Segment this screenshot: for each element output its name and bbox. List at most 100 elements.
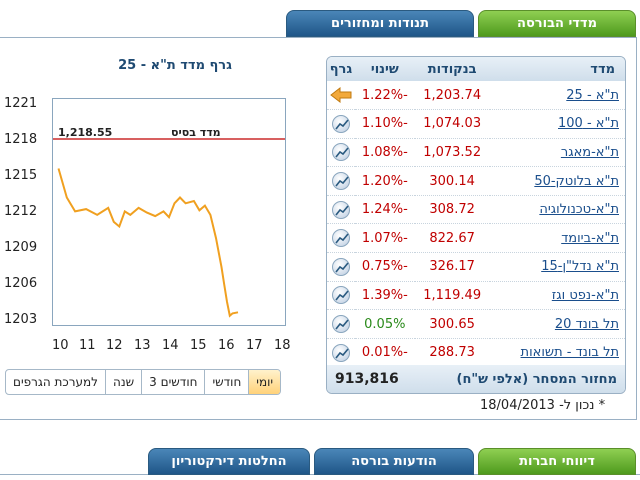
change-cell: -1.20% bbox=[361, 173, 408, 189]
header-change: שינוי bbox=[355, 57, 415, 81]
y-tick-label: 1203 bbox=[4, 312, 38, 327]
index-name-link[interactable]: ת"א-טכנולוגיה bbox=[539, 202, 619, 218]
index-name-link[interactable]: ת"א-נפט וגז bbox=[551, 287, 619, 303]
change-cell: -1.08% bbox=[361, 144, 408, 160]
index-name-link[interactable]: ת"א בלוטק-50 bbox=[534, 173, 619, 189]
points-cell: 822.67 bbox=[429, 230, 475, 246]
as-of-date-note: * נכון ל- 18/04/2013 bbox=[480, 398, 606, 413]
y-tick-label: 1221 bbox=[4, 96, 38, 111]
index-name-link[interactable]: ת"א - 25 bbox=[566, 87, 619, 103]
base-title-label: מדד בסיס bbox=[171, 126, 221, 139]
range-daily-button[interactable]: יומי bbox=[248, 370, 281, 394]
index-name-cell: ת"א - 25 bbox=[490, 81, 625, 110]
index-name-cell: ת"א-ביומד bbox=[490, 224, 625, 253]
index-name-link[interactable]: ת"א-ביומד bbox=[561, 230, 619, 246]
chart-icon[interactable] bbox=[332, 286, 350, 305]
change-cell: -1.39% bbox=[361, 287, 408, 303]
turnover-row: מחזור המסחר (אלפי ש"ח) 913,816 bbox=[327, 365, 625, 393]
table-row[interactable]: ת"א - 100 1,074.03 -1.10% bbox=[327, 110, 625, 139]
index-line-chart: 1,218.55 מדד בסיס bbox=[53, 126, 285, 318]
points-cell: 1,203.74 bbox=[423, 87, 482, 103]
index-name-link[interactable]: ת"א - 100 bbox=[558, 116, 619, 132]
arrow-left-icon[interactable] bbox=[330, 87, 352, 104]
index-name-cell: ת"א - 100 bbox=[490, 110, 625, 139]
x-tick-label: 14 bbox=[162, 338, 179, 353]
chart-icon[interactable] bbox=[332, 200, 350, 219]
x-tick-label: 11 bbox=[79, 338, 96, 353]
graph-cell bbox=[327, 338, 355, 367]
chart-icon[interactable] bbox=[332, 143, 350, 162]
base-value-label: 1,218.55 bbox=[58, 126, 112, 139]
index-name-link[interactable]: תל בונד - תשואות bbox=[520, 345, 619, 361]
chart-icon[interactable] bbox=[332, 343, 350, 362]
chart-area: 1,218.55 מדד בסיס bbox=[52, 98, 286, 326]
y-axis: 1221 1218 1215 1212 1209 1206 1203 bbox=[4, 96, 44, 336]
y-tick-label: 1212 bbox=[4, 204, 38, 219]
points-cell: 308.72 bbox=[429, 202, 475, 218]
index-name-link[interactable]: ת"א-מאגר bbox=[560, 144, 619, 160]
series-line bbox=[57, 168, 239, 318]
points-cell: 300.65 bbox=[429, 316, 475, 332]
points-cell: 1,074.03 bbox=[423, 116, 482, 132]
graph-cell bbox=[327, 281, 355, 310]
index-name-cell: ת"א בלוטק-50 bbox=[490, 167, 625, 196]
chart-icon[interactable] bbox=[332, 114, 350, 133]
change-cell: -1.07% bbox=[361, 230, 408, 246]
table-row[interactable]: ת"א-ביומד 822.67 -1.07% bbox=[327, 224, 625, 253]
chart-icon[interactable] bbox=[332, 315, 350, 334]
tab-volatility-turnover[interactable]: תנודות ומחזורים bbox=[286, 10, 474, 37]
change-cell: -1.24% bbox=[361, 202, 408, 218]
points-cell: 300.14 bbox=[429, 173, 475, 189]
x-axis: 10 11 12 13 14 15 16 17 18 bbox=[46, 338, 296, 358]
graph-cell bbox=[327, 253, 355, 282]
table-row[interactable]: ת"א - 25 1,203.74 -1.22% bbox=[327, 81, 625, 110]
index-name-cell: ת"א-טכנולוגיה bbox=[490, 195, 625, 224]
range-monthly-button[interactable]: חודשי bbox=[204, 370, 248, 394]
table-row[interactable]: ת"א נדל"ן-15 326.17 -0.75% bbox=[327, 253, 625, 282]
index-name-link[interactable]: תל בונד 20 bbox=[554, 316, 619, 332]
index-name-link[interactable]: ת"א נדל"ן-15 bbox=[541, 259, 619, 275]
points-cell: 1,119.49 bbox=[423, 287, 482, 303]
graph-system-link[interactable]: למערכת הגרפים bbox=[13, 375, 99, 389]
header-graph: גרף bbox=[327, 57, 355, 81]
y-tick-label: 1215 bbox=[4, 168, 38, 183]
graph-cell bbox=[327, 224, 355, 253]
change-cell: -1.10% bbox=[361, 116, 408, 132]
x-tick-label: 17 bbox=[246, 338, 263, 353]
tab-exchange-notices[interactable]: הודעות בורסה bbox=[314, 448, 474, 475]
index-name-cell: תל בונד - תשואות bbox=[490, 338, 625, 367]
x-tick-label: 15 bbox=[190, 338, 207, 353]
header-index: מדד bbox=[489, 57, 625, 81]
change-cell: -1.22% bbox=[361, 87, 408, 103]
indices-table: מדד בנקודות שינוי גרף ת"א - 25 1,203.74 -1… bbox=[327, 57, 625, 367]
points-cell: 326.17 bbox=[429, 259, 475, 275]
chart-title: גרף מדד ת"א - 25 bbox=[118, 58, 232, 73]
x-tick-label: 13 bbox=[134, 338, 151, 353]
top-tabbar: מדדי הבורסה תנודות ומחזורים bbox=[286, 10, 636, 37]
range-button-group: יומי חודשי 3 חודשים שנה למערכת הגרפים bbox=[5, 369, 282, 395]
graph-cell bbox=[327, 110, 355, 139]
table-row[interactable]: תל בונד 20 300.65 0.05% bbox=[327, 310, 625, 339]
range-year-button[interactable]: שנה bbox=[105, 370, 141, 394]
tab-market-indices[interactable]: מדדי הבורסה bbox=[478, 10, 636, 37]
table-row[interactable]: תל בונד - תשואות 288.73 -0.01% bbox=[327, 338, 625, 367]
change-cell: 0.05% bbox=[364, 316, 406, 332]
x-tick-label: 12 bbox=[106, 338, 123, 353]
header-points: בנקודות bbox=[414, 57, 490, 81]
chart-icon[interactable] bbox=[332, 172, 350, 191]
table-row[interactable]: ת"א-מאגר 1,073.52 -1.08% bbox=[327, 138, 625, 167]
tab-board-decisions[interactable]: החלטות דירקטוריון bbox=[148, 448, 310, 475]
table-row[interactable]: ת"א-נפט וגז 1,119.49 -1.39% bbox=[327, 281, 625, 310]
tab-company-reports[interactable]: דיווחי חברות bbox=[478, 448, 636, 475]
graph-cell bbox=[327, 138, 355, 167]
chart-icon[interactable] bbox=[332, 257, 350, 276]
turnover-value: 913,816 bbox=[335, 371, 399, 387]
range-3months-button[interactable]: 3 חודשים bbox=[141, 370, 204, 394]
chart-icon[interactable] bbox=[332, 229, 350, 248]
table-row[interactable]: ת"א-טכנולוגיה 308.72 -1.24% bbox=[327, 195, 625, 224]
table-row[interactable]: ת"א בלוטק-50 300.14 -1.20% bbox=[327, 167, 625, 196]
index-name-cell: ת"א נדל"ן-15 bbox=[490, 253, 625, 282]
y-tick-label: 1206 bbox=[4, 276, 38, 291]
x-tick-label: 18 bbox=[274, 338, 291, 353]
y-tick-label: 1218 bbox=[4, 132, 38, 147]
